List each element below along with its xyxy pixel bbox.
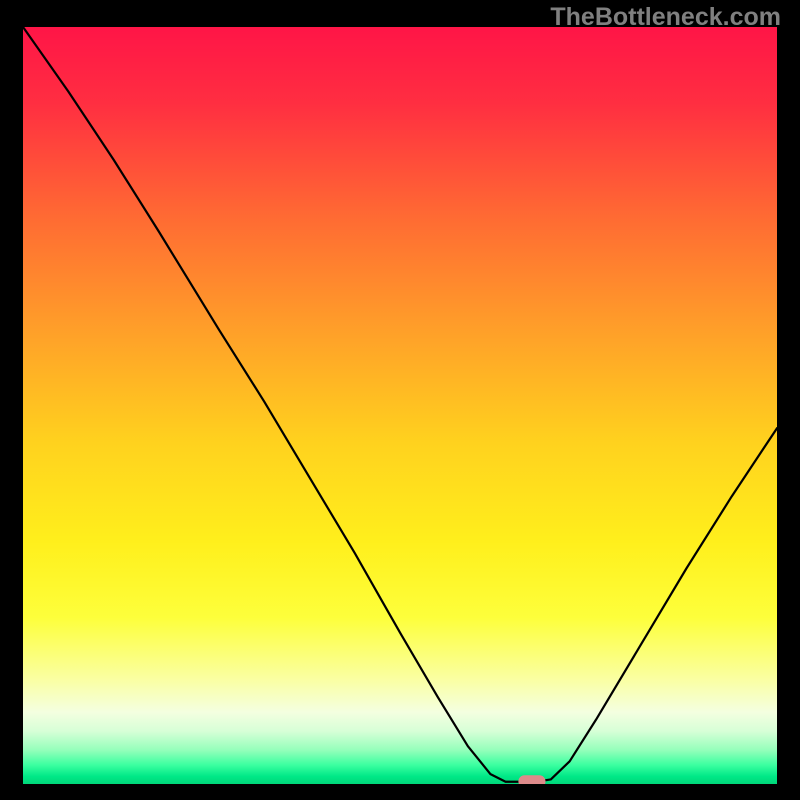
plot-area [23, 27, 777, 784]
optimal-marker [518, 775, 545, 784]
chart-frame: TheBottleneck.com [0, 0, 800, 800]
gradient-background [23, 27, 777, 784]
plot-svg [23, 27, 777, 784]
watermark-text: TheBottleneck.com [550, 3, 781, 32]
